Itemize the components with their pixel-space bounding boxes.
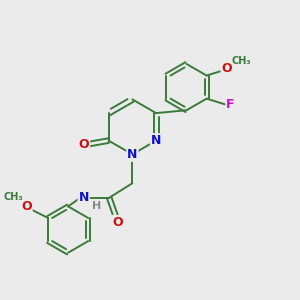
Text: O: O — [112, 216, 123, 229]
Text: N: N — [151, 134, 161, 147]
Text: H: H — [92, 201, 101, 212]
Text: F: F — [226, 98, 235, 111]
Text: N: N — [79, 191, 89, 204]
Text: O: O — [221, 62, 232, 75]
Text: N: N — [127, 148, 137, 161]
Text: O: O — [79, 138, 89, 152]
Text: CH₃: CH₃ — [3, 192, 22, 202]
Text: CH₃: CH₃ — [232, 56, 251, 66]
Text: O: O — [21, 200, 32, 213]
